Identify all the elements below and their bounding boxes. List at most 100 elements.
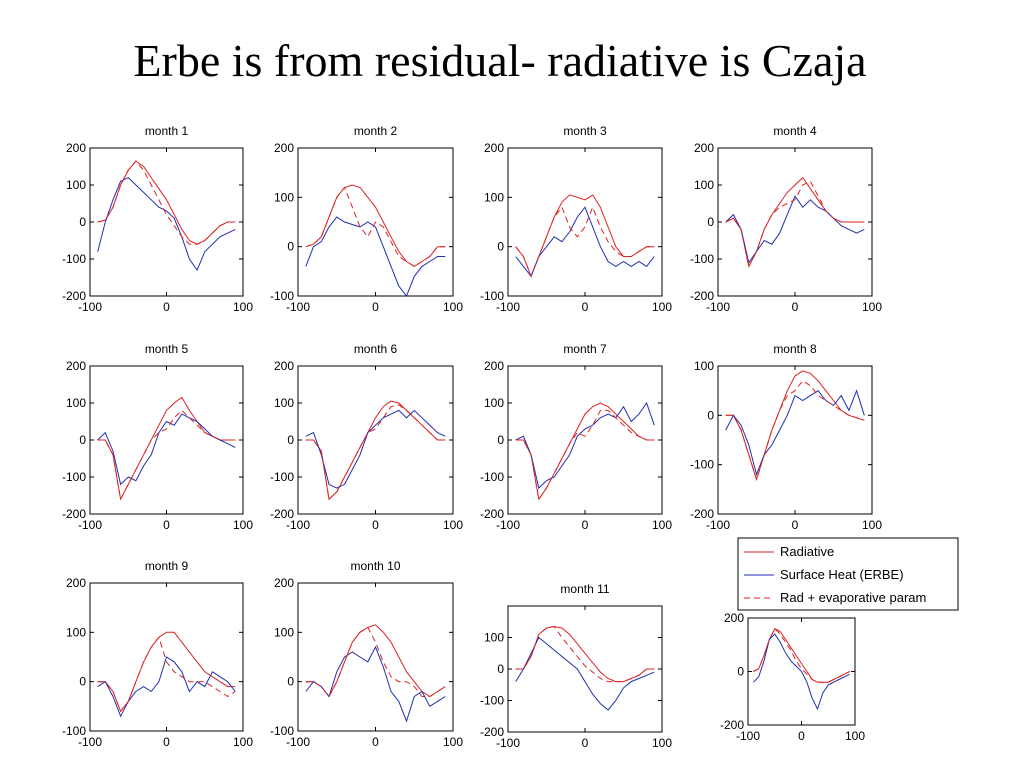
x-tick-label: 100 (845, 729, 865, 743)
plot-frame (507, 605, 663, 733)
series-line (305, 404, 446, 501)
x-tick-label: 0 (372, 300, 379, 314)
series-line (305, 216, 446, 297)
y-tick-label: 200 (694, 141, 714, 155)
y-tick-label: 0 (707, 215, 714, 229)
series-line (97, 413, 236, 486)
plot-frame (507, 365, 663, 515)
series-line (515, 205, 655, 278)
series-line (725, 195, 865, 264)
series-line (515, 402, 655, 501)
panel-title: month 4 (773, 124, 817, 138)
x-tick-label: 0 (582, 300, 589, 314)
x-tick-label: 100 (233, 518, 253, 532)
y-tick-label: -200 (480, 725, 504, 739)
series-line (725, 380, 865, 482)
y-tick-label: 0 (287, 675, 294, 689)
series-line (725, 389, 865, 477)
panel-title: month 11 (560, 582, 609, 596)
legend-box (737, 537, 959, 611)
y-tick-label: 200 (274, 576, 294, 590)
panel-title: month 9 (145, 559, 189, 573)
x-tick-label: -100 (736, 729, 760, 743)
x-tick-label: 100 (443, 735, 463, 749)
y-tick-label: 100 (484, 190, 504, 204)
y-tick-label: -100 (690, 252, 714, 266)
y-tick-label: 100 (66, 625, 86, 639)
x-tick-label: -100 (496, 300, 520, 314)
x-tick-label: 100 (652, 300, 672, 314)
legend: Radiative Surface Heat (ERBE) Rad + evapor… (737, 537, 959, 611)
plot-frame (89, 365, 244, 515)
x-tick-label: -100 (78, 735, 102, 749)
y-tick-label: 0 (287, 433, 294, 447)
panel-title: month 8 (773, 342, 817, 356)
legend-label: Surface Heat (ERBE) (780, 567, 904, 582)
x-tick-label: 0 (582, 736, 589, 750)
legend-label: Radiative (780, 544, 834, 559)
slide-title: Erbe is from residual- radiative is Czaj… (133, 35, 867, 86)
series-line (97, 636, 236, 713)
series-line (515, 625, 655, 683)
chart-panel-3: month 3 -100 0 100 200 -100 0 100 (480, 124, 672, 314)
y-tick-label: 100 (274, 625, 294, 639)
y-tick-label: -100 (480, 470, 504, 484)
x-tick-label: 0 (163, 735, 170, 749)
x-tick-label: 0 (798, 729, 805, 743)
plot-frame (297, 582, 454, 732)
y-tick-label: -200 (270, 507, 294, 521)
y-tick-label: 0 (707, 408, 714, 422)
series-line (305, 626, 446, 698)
x-tick-label: 0 (372, 518, 379, 532)
y-tick-label: 200 (66, 141, 86, 155)
y-tick-label: -200 (62, 289, 86, 303)
y-tick-label: -100 (480, 694, 504, 708)
y-tick-label: 100 (274, 396, 294, 410)
x-tick-label: 100 (233, 300, 253, 314)
y-tick-label: -100 (480, 289, 504, 303)
x-tick-label: 100 (443, 300, 463, 314)
x-tick-label: -100 (286, 518, 310, 532)
y-tick-label: 200 (724, 611, 744, 625)
y-tick-label: -100 (62, 724, 86, 738)
x-tick-label: -100 (286, 300, 310, 314)
panel-title: month 1 (145, 124, 189, 138)
series-line (305, 186, 446, 267)
y-tick-label: 200 (274, 359, 294, 373)
y-tick-label: 0 (497, 662, 504, 676)
plot-frame (507, 147, 663, 297)
series-line (97, 176, 236, 272)
panel-title: month 5 (145, 342, 189, 356)
x-tick-label: 0 (372, 735, 379, 749)
y-tick-label: -200 (480, 507, 504, 521)
y-tick-label: 200 (484, 359, 504, 373)
y-tick-label: 100 (66, 178, 86, 192)
x-tick-label: -100 (78, 518, 102, 532)
plot-frame (717, 365, 873, 515)
y-tick-label: -100 (62, 470, 86, 484)
y-tick-label: 100 (694, 178, 714, 192)
x-tick-label: -100 (78, 300, 102, 314)
x-tick-label: -100 (496, 518, 520, 532)
y-tick-label: 0 (79, 215, 86, 229)
x-tick-label: 100 (233, 735, 253, 749)
series-line (753, 633, 850, 711)
panel-title: month 2 (354, 124, 398, 138)
y-tick-label: 0 (497, 433, 504, 447)
series-line (753, 627, 850, 683)
y-tick-label: 0 (737, 665, 744, 679)
chart-panel-10: month 10 -100 0 100 200 -100 0 100 (270, 559, 463, 749)
panel-title: month 10 (350, 559, 400, 573)
series-line (97, 409, 236, 501)
plot-frame (89, 147, 244, 297)
y-tick-label: 0 (79, 675, 86, 689)
series-line (515, 636, 655, 711)
x-tick-label: -100 (706, 518, 730, 532)
